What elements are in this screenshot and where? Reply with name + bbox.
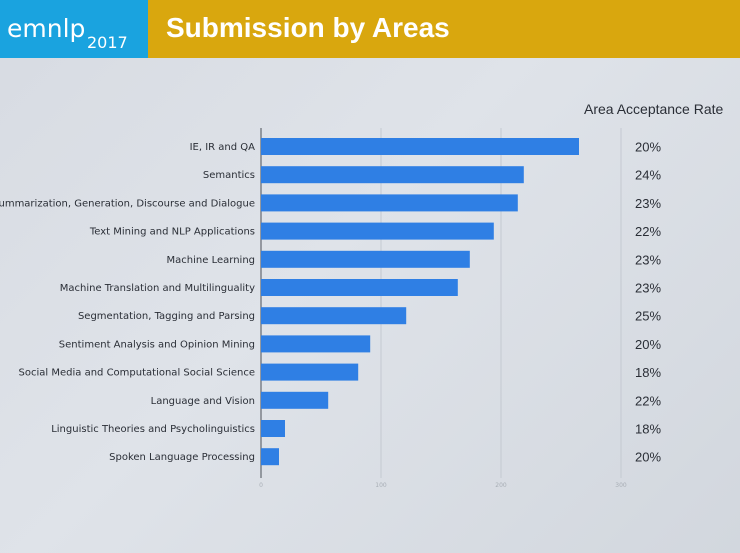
acceptance-rate: 18%: [635, 365, 661, 380]
acceptance-rate: 25%: [635, 309, 661, 324]
acceptance-rate: 20%: [635, 140, 661, 155]
acceptance-rate: 23%: [635, 196, 661, 211]
emnlp-logo: emnlp 2017: [0, 0, 148, 58]
logo-text: emnlp: [7, 14, 86, 43]
category-label: Social Media and Computational Social Sc…: [19, 368, 255, 379]
category-label: Language and Vision: [151, 396, 255, 407]
category-label: Segmentation, Tagging and Parsing: [78, 311, 255, 322]
bar: [261, 363, 359, 381]
acceptance-rate: 20%: [635, 337, 661, 352]
acceptance-rate: 22%: [635, 393, 661, 408]
category-label: Linguistic Theories and Psycholinguistic…: [51, 424, 255, 435]
category-label: Semantics: [203, 170, 255, 181]
category-label: IE, IR and QA: [190, 142, 256, 153]
bar: [261, 279, 458, 296]
acceptance-rate: 18%: [635, 422, 661, 437]
category-label: Sentiment Analysis and Opinion Mining: [59, 339, 255, 350]
acceptance-rate: 22%: [635, 224, 661, 239]
bar: [261, 448, 279, 466]
acceptance-rate-header: Area Acceptance Rate: [584, 101, 724, 117]
bar: [261, 420, 285, 437]
acceptance-rate: 23%: [635, 281, 661, 296]
category-label: Machine Learning: [167, 255, 255, 266]
bar: [261, 166, 524, 184]
bar: [261, 222, 494, 240]
bar: [261, 307, 407, 325]
category-label: Text Mining and NLP Applications: [89, 227, 255, 238]
bar: [261, 335, 371, 353]
x-tick-label: 300: [615, 482, 627, 489]
slide-title: Submission by Areas: [166, 12, 450, 43]
bar: [261, 391, 329, 409]
category-label: Spoken Language Processing: [109, 452, 255, 463]
category-label: Summarization, Generation, Discourse and…: [0, 198, 255, 209]
acceptance-rate: 23%: [635, 252, 661, 267]
x-tick-label: 200: [495, 482, 507, 489]
bar: [261, 250, 470, 268]
bar: [261, 194, 518, 212]
logo-year: 2017: [87, 33, 128, 52]
category-label: Machine Translation and Multilinguality: [60, 283, 255, 294]
bar: [261, 138, 579, 155]
x-tick-label: 100: [375, 482, 387, 489]
x-tick-label: 0: [259, 482, 263, 489]
acceptance-rate: 24%: [635, 168, 661, 183]
title-bar: Submission by Areas: [148, 0, 740, 58]
acceptance-rate: 20%: [635, 450, 661, 465]
